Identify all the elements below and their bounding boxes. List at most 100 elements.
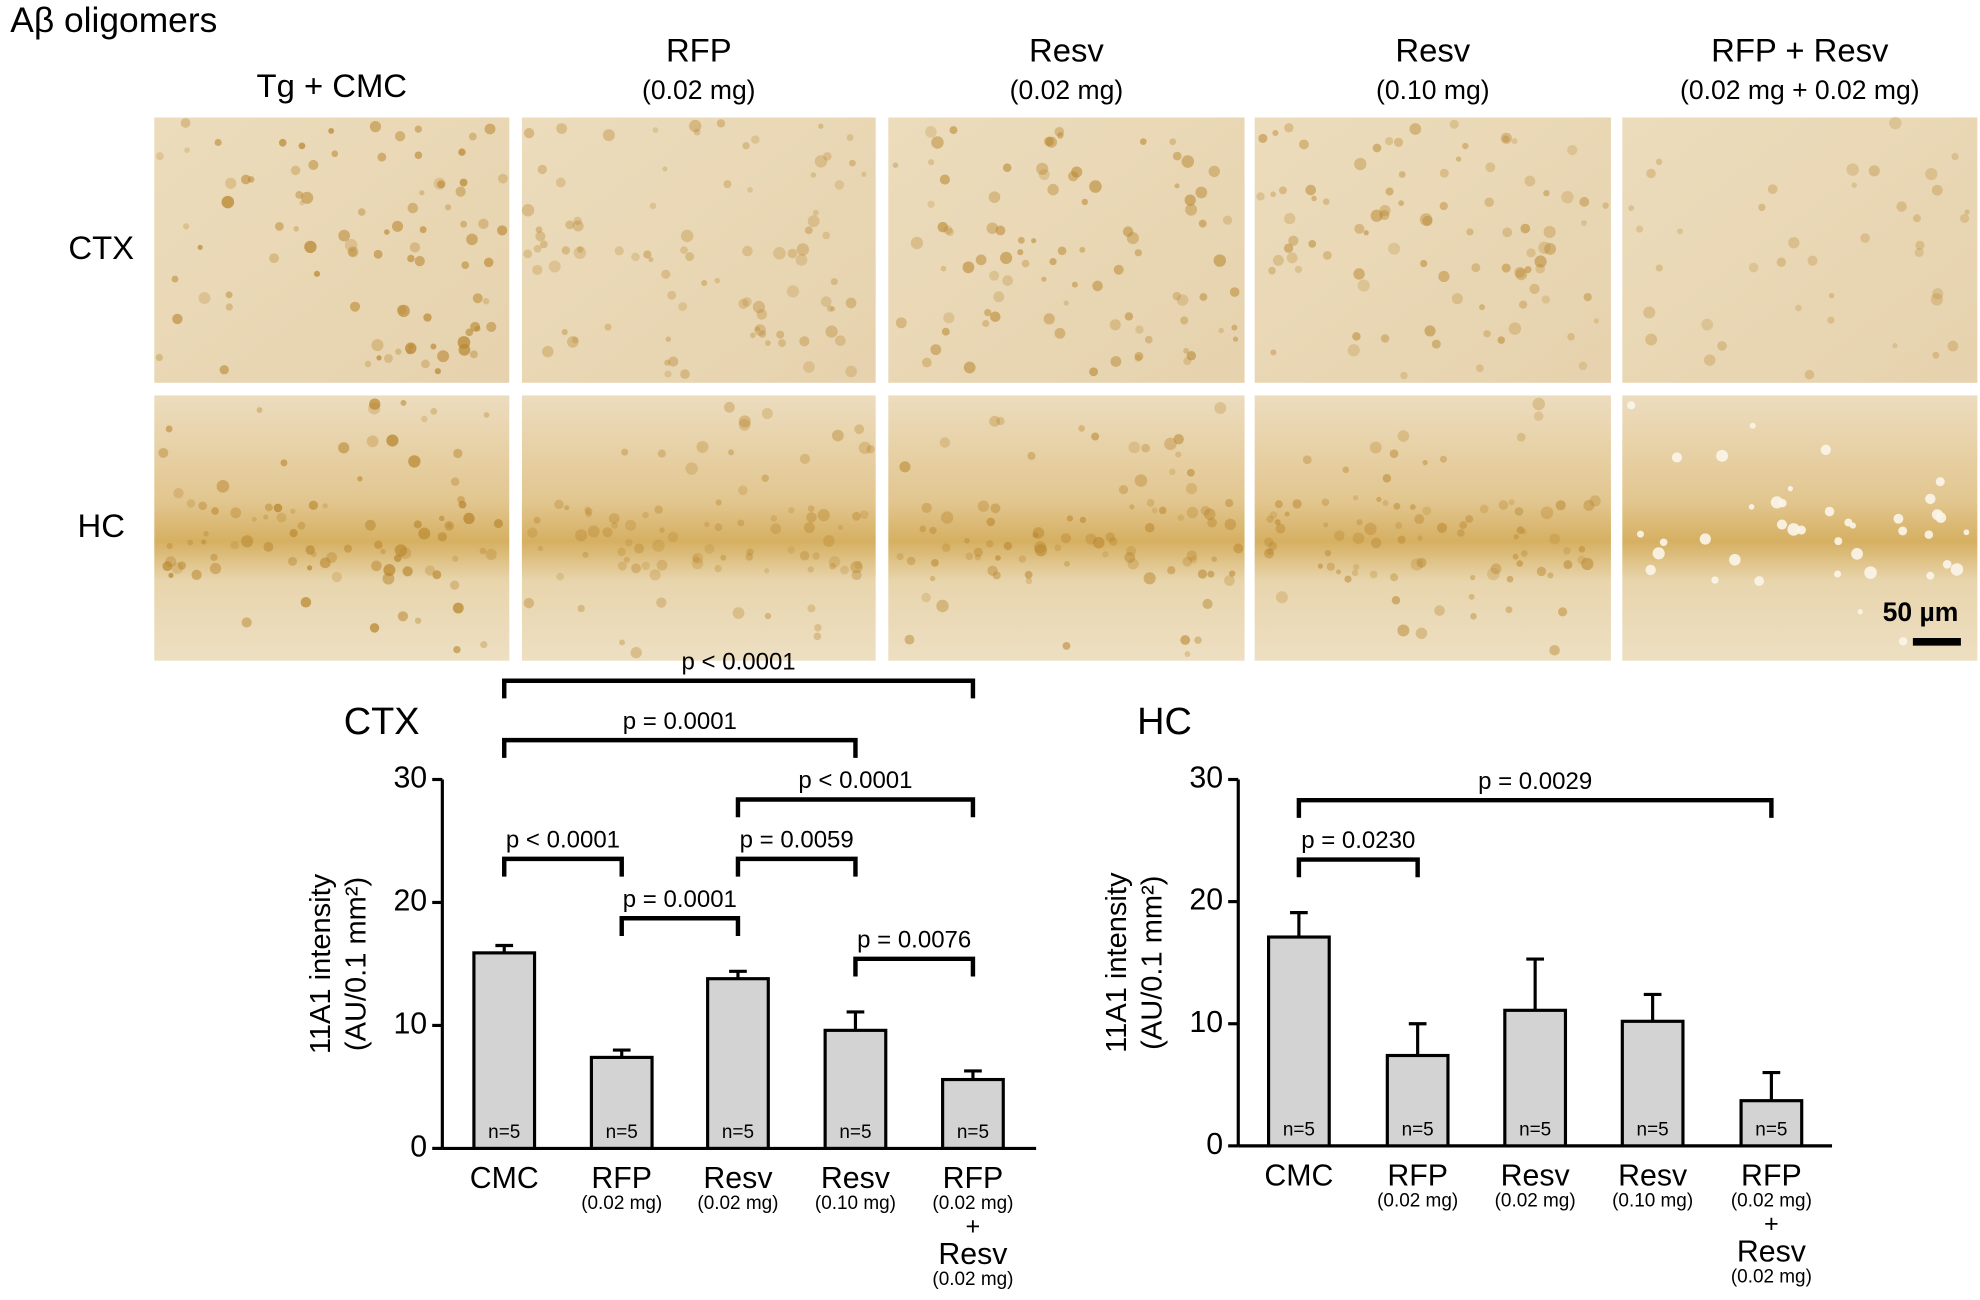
cell <box>1516 432 1526 442</box>
cell <box>692 555 700 563</box>
cell <box>1501 263 1511 273</box>
cell <box>251 516 257 522</box>
cell <box>565 220 575 230</box>
cell <box>1288 235 1299 246</box>
column-sublabel: (0.02 mg + 0.02 mg) <box>1680 75 1920 105</box>
cell <box>1025 577 1033 585</box>
cell <box>158 447 169 458</box>
cell <box>1555 500 1566 511</box>
cell <box>758 330 767 338</box>
cell <box>1063 300 1069 306</box>
cell <box>1199 293 1208 301</box>
cell <box>941 543 951 553</box>
cell <box>1054 327 1066 339</box>
cell <box>444 521 455 531</box>
cell <box>533 516 541 524</box>
cell <box>1064 560 1070 567</box>
cell <box>1947 340 1959 352</box>
cell <box>1323 522 1329 528</box>
cell <box>1224 518 1237 531</box>
x-tick-label: (0.02 mg) <box>932 1193 1013 1214</box>
cell <box>338 442 350 454</box>
cell <box>572 220 584 232</box>
cell <box>1416 557 1427 568</box>
y-tick-label: 20 <box>393 884 427 917</box>
cell <box>1275 523 1286 534</box>
cell <box>523 127 535 139</box>
cell <box>1353 268 1365 280</box>
cell <box>1284 212 1296 225</box>
cell <box>1787 523 1800 536</box>
cell <box>1602 202 1609 209</box>
cell <box>457 336 471 349</box>
cell <box>1524 175 1536 187</box>
cell <box>1229 570 1236 577</box>
bar <box>1266 935 1331 1148</box>
cell <box>1128 441 1141 454</box>
cell <box>384 353 393 363</box>
cell <box>458 148 466 156</box>
cell <box>1143 572 1156 585</box>
cell <box>1041 276 1047 282</box>
cell <box>450 477 460 486</box>
column-sublabel: (0.02 mg) <box>642 75 755 105</box>
cell <box>1520 550 1528 557</box>
cell <box>1942 560 1952 569</box>
column-label: Tg + CMC <box>257 67 407 104</box>
cell <box>452 602 464 614</box>
cell <box>1173 434 1184 445</box>
cell <box>826 305 834 312</box>
cell <box>1457 529 1465 537</box>
cell <box>963 361 976 374</box>
cell <box>829 562 837 570</box>
column-sublabel: (0.02 mg) <box>1010 75 1123 105</box>
p-value-label: p = 0.0001 <box>623 886 737 913</box>
cell <box>1003 541 1012 551</box>
cell <box>191 569 202 580</box>
cell <box>357 208 366 216</box>
cell <box>198 501 207 511</box>
cell <box>414 617 422 624</box>
cell <box>455 186 466 197</box>
cell <box>1326 562 1335 571</box>
cell <box>1031 238 1037 244</box>
cell <box>1516 560 1524 567</box>
x-tick-label: CMC <box>470 1162 539 1195</box>
cell <box>850 560 863 574</box>
cell <box>818 123 824 129</box>
x-tick-label: (0.10 mg) <box>1612 1190 1693 1211</box>
cell <box>1717 341 1727 351</box>
cell <box>459 178 468 187</box>
cell <box>469 350 478 359</box>
cell <box>573 216 582 226</box>
cell <box>1767 184 1778 195</box>
cell <box>1422 506 1432 516</box>
cell <box>1351 569 1359 577</box>
cell <box>799 336 810 347</box>
cell <box>986 222 999 234</box>
cell <box>1279 186 1287 195</box>
cell <box>479 547 487 555</box>
cell <box>1305 184 1316 196</box>
cell <box>1369 570 1378 579</box>
cell <box>814 155 828 168</box>
cell <box>787 546 795 554</box>
cell <box>1092 280 1103 292</box>
cell <box>533 244 542 253</box>
cell <box>1926 571 1935 580</box>
cell <box>1109 319 1121 331</box>
cell <box>750 332 756 339</box>
cell <box>1049 257 1057 266</box>
cell <box>418 527 431 540</box>
cell <box>452 555 459 562</box>
cell <box>837 524 844 530</box>
cell <box>1536 566 1547 577</box>
cell <box>1540 506 1554 520</box>
bar <box>941 1077 1005 1150</box>
n-label: n=5 <box>1519 1120 1551 1141</box>
cell <box>276 512 287 523</box>
cell <box>993 291 1005 303</box>
cell <box>280 459 288 467</box>
cell <box>720 554 727 561</box>
